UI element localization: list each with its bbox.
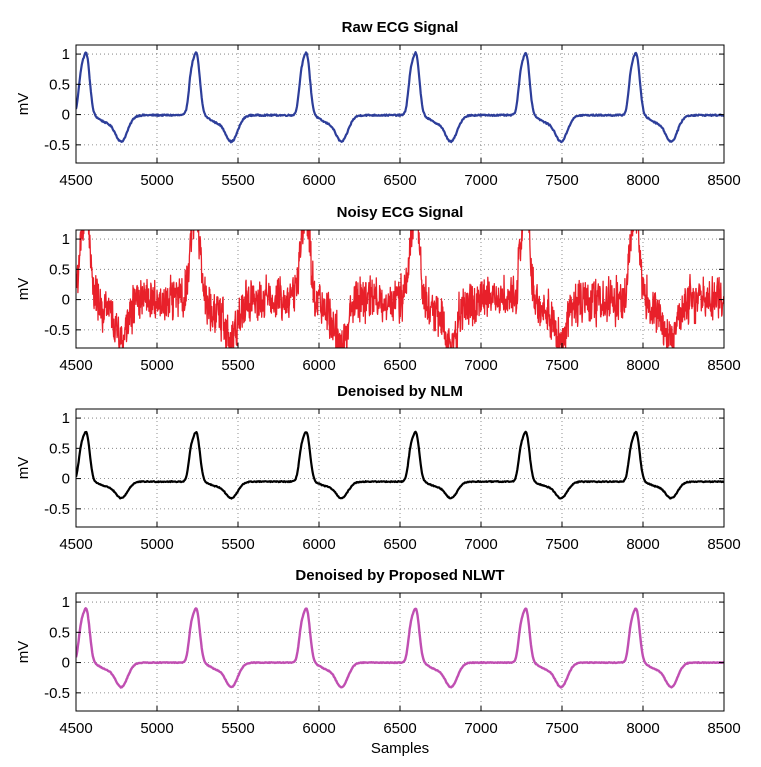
y-tick-label: 0: [62, 292, 70, 309]
x-tick-label: 7000: [464, 536, 497, 553]
x-tick-label: 7500: [545, 172, 578, 189]
y-tick-label: 1: [62, 46, 70, 63]
x-tick-label: 8500: [707, 357, 740, 374]
x-tick-label: 8500: [707, 172, 740, 189]
panel-title: Raw ECG Signal: [342, 19, 459, 36]
x-tick-label: 8500: [707, 720, 740, 737]
y-tick-label: 0.5: [49, 76, 70, 93]
x-tick-label: 4500: [59, 720, 92, 737]
panel-1: 4500 5000 5500 6000 6500 7000 7500 8000 8500 -0.5…: [15, 19, 741, 189]
signal-line: [76, 51, 724, 144]
x-tick-label: 5500: [221, 357, 254, 374]
y-tick-label: -0.5: [44, 685, 70, 702]
signal-line: [76, 607, 724, 689]
x-tick-label: 7000: [464, 172, 497, 189]
panel-3: 4500 5000 5500 6000 6500 7000 7500 8000 8500 -0.5…: [15, 383, 741, 553]
x-tick-label: 8000: [626, 172, 659, 189]
x-axis-label: Samples: [371, 740, 429, 757]
y-axis-label: mV: [15, 93, 32, 116]
y-tick-label: 1: [62, 594, 70, 611]
y-tick-label: -0.5: [44, 322, 70, 339]
x-tick-label: 6000: [302, 536, 335, 553]
x-tick-label: 5500: [221, 720, 254, 737]
x-tick-label: 8000: [626, 357, 659, 374]
panel-4: 4500 5000 5500 6000 6500 7000 7500 8000 8500 -0.5…: [15, 567, 741, 757]
x-tick-label: 8000: [626, 536, 659, 553]
x-tick-label: 4500: [59, 536, 92, 553]
y-tick-label: 1: [62, 410, 70, 427]
x-tick-label: 6000: [302, 172, 335, 189]
panel-2: 4500 5000 5500 6000 6500 7000 7500 8000 8500 -0.5…: [15, 204, 741, 374]
x-tick-label: 7000: [464, 357, 497, 374]
signal-line: [76, 430, 724, 500]
y-tick-label: 0.5: [49, 624, 70, 641]
y-tick-label: 0: [62, 655, 70, 672]
x-tick-label: 6000: [302, 720, 335, 737]
x-tick-label: 6500: [383, 720, 416, 737]
y-tick-label: -0.5: [44, 501, 70, 518]
x-tick-label: 7500: [545, 536, 578, 553]
x-tick-label: 6500: [383, 172, 416, 189]
panel-title: Denoised by NLM: [337, 383, 463, 400]
y-tick-label: 0.5: [49, 440, 70, 457]
y-tick-label: 0: [62, 471, 70, 488]
x-tick-label: 8500: [707, 536, 740, 553]
x-tick-label: 5500: [221, 536, 254, 553]
x-tick-label: 4500: [59, 172, 92, 189]
x-tick-label: 5500: [221, 172, 254, 189]
panel-title: Noisy ECG Signal: [337, 204, 464, 221]
panel-title: Denoised by Proposed NLWT: [295, 567, 504, 584]
x-tick-label: 5000: [140, 357, 173, 374]
signal-line: [76, 230, 724, 348]
y-axis-label: mV: [15, 641, 32, 664]
x-tick-label: 5000: [140, 536, 173, 553]
y-tick-label: 0.5: [49, 261, 70, 278]
y-axis-label: mV: [15, 278, 32, 301]
x-tick-label: 6500: [383, 536, 416, 553]
y-tick-label: 0: [62, 107, 70, 124]
x-tick-label: 7500: [545, 357, 578, 374]
x-tick-label: 7500: [545, 720, 578, 737]
x-tick-label: 8000: [626, 720, 659, 737]
x-tick-label: 4500: [59, 357, 92, 374]
x-tick-label: 5000: [140, 172, 173, 189]
y-tick-label: 1: [62, 231, 70, 248]
y-tick-label: -0.5: [44, 137, 70, 154]
x-tick-label: 6500: [383, 357, 416, 374]
x-tick-label: 6000: [302, 357, 335, 374]
y-axis-label: mV: [15, 457, 32, 480]
x-tick-label: 7000: [464, 720, 497, 737]
x-tick-label: 5000: [140, 720, 173, 737]
